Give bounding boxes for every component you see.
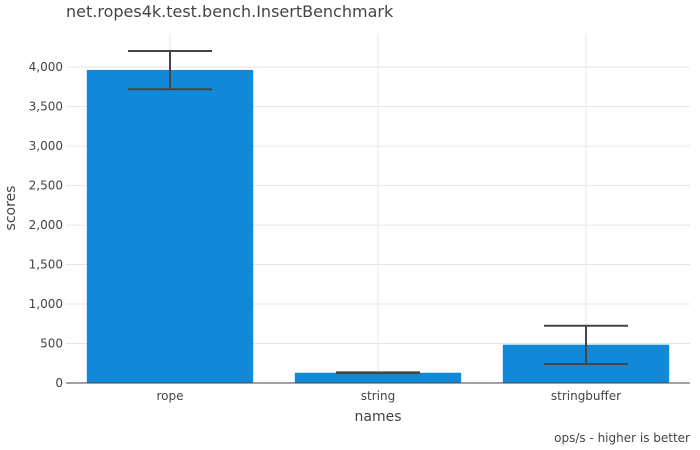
annotation-note: ops/s - higher is better (554, 431, 690, 445)
y-tick-label: 1,000 (29, 297, 63, 311)
chart-title: net.ropes4k.test.bench.InsertBenchmark (66, 2, 394, 21)
y-tick-label: 500 (40, 337, 63, 351)
y-tick-label: 1,500 (29, 258, 63, 272)
y-tick-label: 3,500 (29, 100, 63, 114)
error-bars (128, 49, 628, 375)
y-tick-label: 2,500 (29, 179, 63, 193)
y-tick-label: 3,000 (29, 139, 63, 153)
bar-rope (86, 69, 254, 384)
x-axis-title: names (355, 409, 402, 425)
x-axis-ticks: rope string stringbuffer (156, 389, 621, 403)
x-tick-label: stringbuffer (551, 389, 621, 403)
x-tick-label: rope (156, 389, 183, 403)
bars (86, 69, 670, 384)
x-tick-label: string (361, 389, 395, 403)
y-axis-title: scores (3, 186, 19, 231)
y-axis-ticks: 0 500 1,000 1,500 2,000 2,500 3,000 3,500 4,000 (29, 60, 63, 390)
bar-string (294, 372, 462, 383)
y-tick-label: 0 (55, 376, 63, 390)
y-tick-label: 2,000 (29, 218, 63, 232)
y-tick-label: 4,000 (29, 60, 63, 74)
